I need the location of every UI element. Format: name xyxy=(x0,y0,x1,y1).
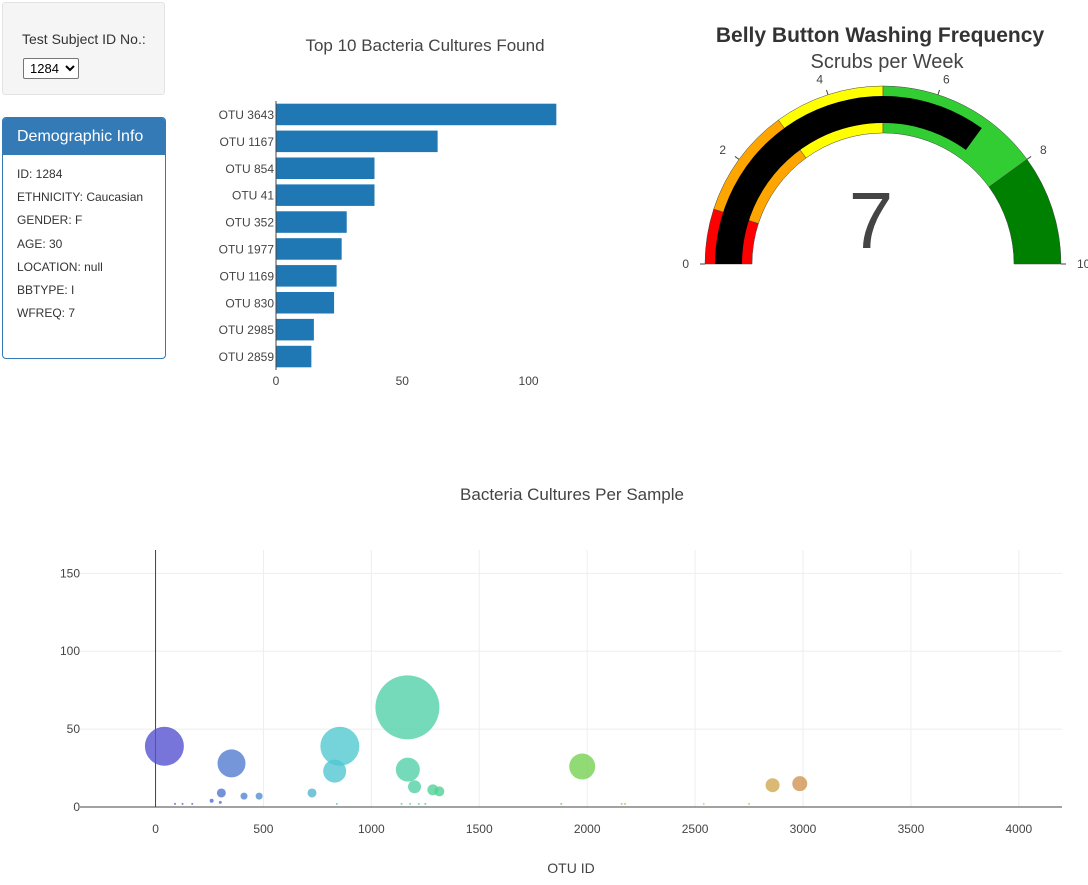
bubble-x-tick-label: 3500 xyxy=(898,822,925,836)
bubble-x-tick-label: 1000 xyxy=(358,822,385,836)
demographic-row-age: AGE: 30 xyxy=(17,236,63,251)
bubble xyxy=(173,802,176,805)
bubble xyxy=(702,802,705,805)
bubble-y-tick-label: 0 xyxy=(73,800,80,814)
top-10-bar-chart: Top 10 Bacteria Cultures Found OTU 3643 OT… xyxy=(219,36,557,388)
gauge-subtitle: Scrubs per Week xyxy=(810,51,964,73)
gauge-tick xyxy=(734,156,740,160)
bubble xyxy=(417,802,420,805)
bubble xyxy=(434,786,445,797)
bubble-x-axis-label: OTU ID xyxy=(547,860,594,876)
gauge-tick-label: 0 xyxy=(682,257,689,271)
bubble xyxy=(792,776,808,792)
bubble xyxy=(144,726,184,766)
demographic-row-ethnicity: ETHNICITY: Caucasian xyxy=(17,190,144,205)
bubble xyxy=(307,788,317,798)
bubble-chart-title: Bacteria Cultures Per Sample xyxy=(460,485,684,504)
bubble-x-tick-label: 4000 xyxy=(1005,822,1032,836)
bubble xyxy=(255,792,263,800)
subject-id-label: Test Subject ID No.: xyxy=(22,31,146,47)
bar xyxy=(276,291,335,314)
bubble-y-tick-label: 150 xyxy=(60,566,80,580)
bar xyxy=(276,130,438,153)
bar xyxy=(276,184,375,206)
bar-category-label: OTU 854 xyxy=(225,162,274,176)
bubble-x-tick-label: 1500 xyxy=(466,822,493,836)
gauge-title: Belly Button Washing Frequency xyxy=(716,24,1045,47)
gauge-tick-label: 4 xyxy=(816,72,823,86)
demographic-info-panel: Demographic Info ID: 1284 ETHNICITY: Cau… xyxy=(2,117,166,359)
bubble xyxy=(181,802,184,805)
bar xyxy=(276,103,557,126)
demographic-info-title: Demographic Info xyxy=(3,118,165,155)
subject-id-select[interactable]: 1284 xyxy=(23,58,79,79)
washing-frequency-gauge: Belly Button Washing Frequency Scrubs per… xyxy=(682,24,1088,271)
gauge-tick xyxy=(1026,156,1032,160)
bubble xyxy=(240,792,248,800)
bar-x-tick-label: 50 xyxy=(396,374,410,388)
bubble xyxy=(218,800,222,804)
bubble xyxy=(217,749,246,778)
bar-x-tick-label: 0 xyxy=(273,374,280,388)
demographic-info-body: ID: 1284 ETHNICITY: Caucasian GENDER: F … xyxy=(3,155,165,328)
gauge-tick-label: 6 xyxy=(943,72,950,86)
bubble xyxy=(216,788,226,798)
bubble xyxy=(409,802,412,805)
subject-selector-panel: Test Subject ID No.: 1284 xyxy=(2,2,165,95)
bar-category-label: OTU 2985 xyxy=(219,323,275,337)
bubble xyxy=(560,802,563,805)
bar-category-label: OTU 3643 xyxy=(219,108,275,122)
bar xyxy=(276,211,347,233)
bar xyxy=(276,345,312,368)
bubble xyxy=(408,780,422,794)
bubble xyxy=(620,802,623,805)
gauge-tick-label: 2 xyxy=(719,143,726,157)
bubble xyxy=(375,675,440,740)
bubble xyxy=(320,726,360,766)
bar-category-label: OTU 2859 xyxy=(219,350,275,364)
bar-category-label: OTU 1977 xyxy=(219,242,275,256)
bubble-x-tick-label: 3000 xyxy=(790,822,817,836)
bubble xyxy=(335,802,338,805)
bubble xyxy=(765,778,780,793)
bar-category-label: OTU 830 xyxy=(225,296,274,310)
bubble xyxy=(623,802,626,805)
bar-x-tick-label: 100 xyxy=(519,374,539,388)
gauge-tick-label: 10 xyxy=(1077,257,1088,271)
demographic-row-bbtype: BBTYPE: I xyxy=(17,282,75,297)
bar-category-label: OTU 1167 xyxy=(220,135,275,149)
bubble xyxy=(424,802,427,805)
bar-category-label: OTU 41 xyxy=(232,189,274,203)
bubble-y-tick-label: 100 xyxy=(60,644,80,658)
bar xyxy=(276,318,314,341)
bar-category-label: OTU 1169 xyxy=(220,269,275,283)
bubble xyxy=(395,757,420,782)
bubble-x-tick-label: 2500 xyxy=(682,822,709,836)
bubble-x-tick-label: 2000 xyxy=(574,822,601,836)
bubble xyxy=(209,798,214,803)
bubble xyxy=(748,802,751,805)
demographic-row-location: LOCATION: null xyxy=(17,259,103,274)
gauge-tick xyxy=(825,89,829,95)
gauge-value-bar xyxy=(715,96,982,264)
demographic-row-wfreq: WFREQ: 7 xyxy=(17,306,76,321)
bar xyxy=(276,157,375,180)
bar xyxy=(276,265,337,287)
demographic-row-gender: GENDER: F xyxy=(17,213,83,228)
bubble-x-tick-label: 500 xyxy=(253,822,273,836)
bar xyxy=(276,238,342,260)
bubble xyxy=(569,753,596,780)
bubble xyxy=(191,802,194,805)
bubble xyxy=(400,802,403,805)
bubble-x-tick-label: 0 xyxy=(152,822,159,836)
bar-chart-title: Top 10 Bacteria Cultures Found xyxy=(305,36,544,55)
bubble-y-tick-label: 50 xyxy=(67,722,81,736)
gauge-value-label: 7 xyxy=(849,176,894,265)
gauge-tick-label: 8 xyxy=(1040,143,1047,157)
bar-category-label: OTU 352 xyxy=(225,216,274,230)
bubble xyxy=(323,759,347,783)
gauge-tick xyxy=(937,89,941,95)
demographic-row-id: ID: 1284 xyxy=(17,167,63,181)
